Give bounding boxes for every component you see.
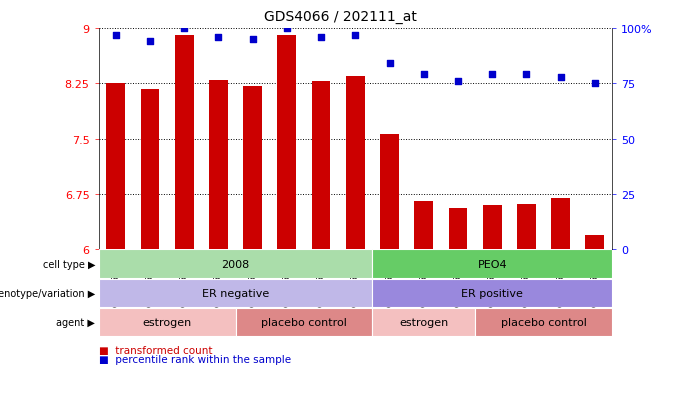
Point: [521, 72, 532, 78]
Text: estrogen: estrogen: [399, 318, 448, 328]
Bar: [209, 81, 228, 250]
Bar: [449, 209, 467, 250]
Text: cell type ▶: cell type ▶: [43, 259, 95, 269]
Point: [384, 61, 395, 68]
Bar: [346, 77, 364, 250]
Point: [110, 32, 121, 39]
Bar: [551, 198, 570, 250]
Bar: [243, 86, 262, 250]
Bar: [277, 36, 296, 250]
Bar: [311, 82, 330, 250]
Bar: [373, 279, 612, 307]
Bar: [175, 36, 194, 250]
Text: ER negative: ER negative: [202, 288, 269, 298]
Point: [555, 74, 566, 81]
Bar: [235, 309, 373, 337]
Text: estrogen: estrogen: [142, 318, 192, 328]
Bar: [483, 206, 502, 250]
Bar: [99, 279, 373, 307]
Point: [282, 26, 292, 32]
Bar: [106, 84, 125, 250]
Point: [144, 39, 155, 45]
Point: [350, 32, 360, 39]
Point: [418, 72, 429, 78]
Bar: [414, 202, 433, 250]
Point: [452, 78, 463, 85]
Point: [179, 26, 190, 32]
Point: [487, 72, 498, 78]
Text: PEO4: PEO4: [477, 259, 507, 269]
Text: 2008: 2008: [222, 259, 250, 269]
Text: ■  transformed count: ■ transformed count: [99, 345, 212, 355]
Point: [247, 37, 258, 43]
Point: [316, 34, 326, 41]
Bar: [517, 204, 536, 250]
Bar: [585, 235, 605, 250]
Text: ER positive: ER positive: [461, 288, 523, 298]
Bar: [380, 135, 399, 250]
Bar: [475, 309, 612, 337]
Bar: [99, 309, 235, 337]
Text: genotype/variation ▶: genotype/variation ▶: [0, 288, 95, 298]
Bar: [99, 250, 373, 278]
Text: GDS4066 / 202111_at: GDS4066 / 202111_at: [264, 10, 416, 24]
Bar: [141, 89, 159, 250]
Text: placebo control: placebo control: [261, 318, 347, 328]
Point: [590, 81, 600, 88]
Text: agent ▶: agent ▶: [56, 318, 95, 328]
Bar: [373, 250, 612, 278]
Text: placebo control: placebo control: [500, 318, 586, 328]
Bar: [373, 309, 475, 337]
Point: [213, 34, 224, 41]
Text: ■  percentile rank within the sample: ■ percentile rank within the sample: [99, 354, 291, 364]
